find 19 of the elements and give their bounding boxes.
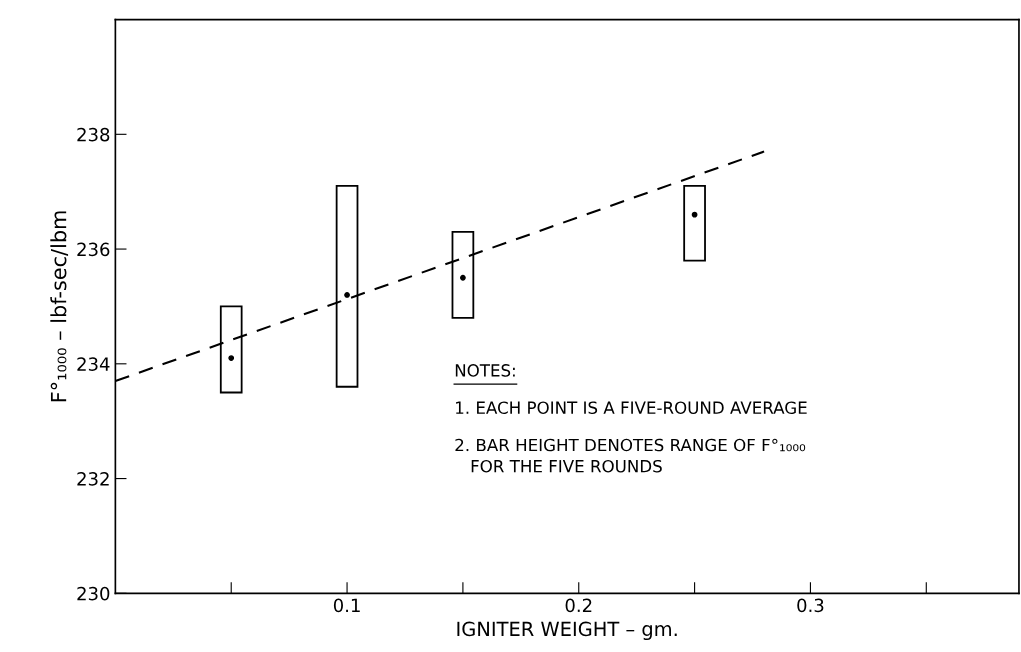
x-tick-label: 0.3 [797, 598, 824, 613]
bar [451, 230, 475, 319]
y-tick-label: 236 [77, 242, 110, 257]
y-tick-label: 238 [77, 127, 110, 142]
y-axis-title: F°₁₀₀₀ – lbf-sec/lbm [50, 211, 69, 402]
annotation: 1. EACH POINT IS A FIVE-ROUND AVERAGE [456, 401, 807, 415]
y-tick-label: 230 [77, 586, 110, 601]
annotation: NOTES: [455, 364, 515, 377]
y-tick-label: 232 [77, 472, 109, 486]
x-tick-label: 0.1 [333, 598, 360, 613]
point [344, 292, 350, 298]
bar [683, 185, 706, 262]
point [460, 274, 466, 281]
y-tick-label: 234 [77, 357, 110, 371]
x-tick-label: 0.2 [565, 598, 592, 613]
point [691, 211, 698, 218]
x-axis-title: IGNITER WEIGHT – gm. [457, 621, 677, 641]
annotation: 2. BAR HEIGHT DENOTES RANGE OF F°₁₀₀₀ FOR THE FIVE ROUNDS [455, 438, 806, 473]
point [228, 355, 235, 361]
